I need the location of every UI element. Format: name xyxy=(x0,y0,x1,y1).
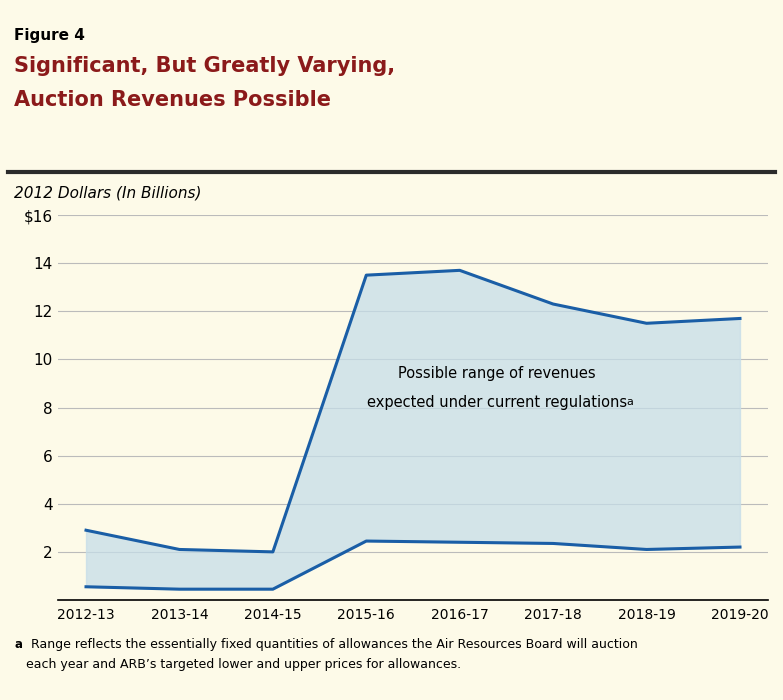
Text: Auction Revenues Possible: Auction Revenues Possible xyxy=(14,90,331,110)
Text: Significant, But Greatly Varying,: Significant, But Greatly Varying, xyxy=(14,56,395,76)
Text: a: a xyxy=(626,397,633,407)
Text: each year and ARB’s targeted lower and upper prices for allowances.: each year and ARB’s targeted lower and u… xyxy=(14,658,461,671)
Text: Possible range of revenues: Possible range of revenues xyxy=(399,366,596,382)
Text: Figure 4: Figure 4 xyxy=(14,28,85,43)
Text: 2012 Dollars (In Billions): 2012 Dollars (In Billions) xyxy=(14,185,201,200)
Text: Range reflects the essentially fixed quantities of allowances the Air Resources : Range reflects the essentially fixed qua… xyxy=(27,638,638,651)
Text: expected under current regulations: expected under current regulations xyxy=(367,395,627,410)
Text: a: a xyxy=(14,638,22,651)
